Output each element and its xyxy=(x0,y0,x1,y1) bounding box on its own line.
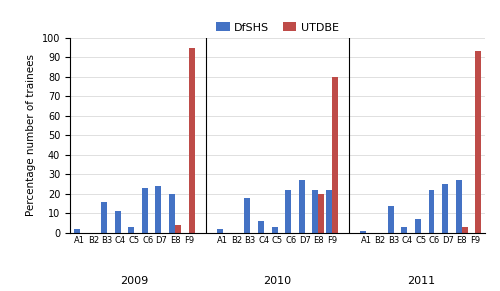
Text: 2010: 2010 xyxy=(264,276,291,286)
Bar xyxy=(114,211,120,233)
Bar xyxy=(388,205,394,233)
Bar xyxy=(332,77,338,233)
Bar xyxy=(244,198,250,233)
Bar xyxy=(401,227,407,233)
Bar xyxy=(258,221,264,233)
Bar xyxy=(285,190,291,233)
Bar xyxy=(360,231,366,233)
Text: 2009: 2009 xyxy=(120,276,148,286)
Text: 2011: 2011 xyxy=(407,276,435,286)
Bar xyxy=(462,227,468,233)
Bar xyxy=(128,227,134,233)
Y-axis label: Percentage number of trainees: Percentage number of trainees xyxy=(26,54,36,216)
Bar xyxy=(312,190,318,233)
Bar xyxy=(272,227,278,233)
Bar xyxy=(74,229,80,233)
Bar xyxy=(217,229,223,233)
Legend: DfSHS, UTDBE: DfSHS, UTDBE xyxy=(212,18,343,37)
Bar xyxy=(326,190,332,233)
Bar xyxy=(318,194,324,233)
Bar xyxy=(415,219,421,233)
Bar xyxy=(101,202,107,233)
Bar xyxy=(428,190,434,233)
Bar xyxy=(442,184,448,233)
Bar xyxy=(169,194,175,233)
Bar xyxy=(189,47,194,233)
Bar xyxy=(299,180,305,233)
Bar xyxy=(156,186,162,233)
Bar xyxy=(456,180,462,233)
Bar xyxy=(142,188,148,233)
Bar xyxy=(175,225,181,233)
Bar xyxy=(476,52,482,233)
